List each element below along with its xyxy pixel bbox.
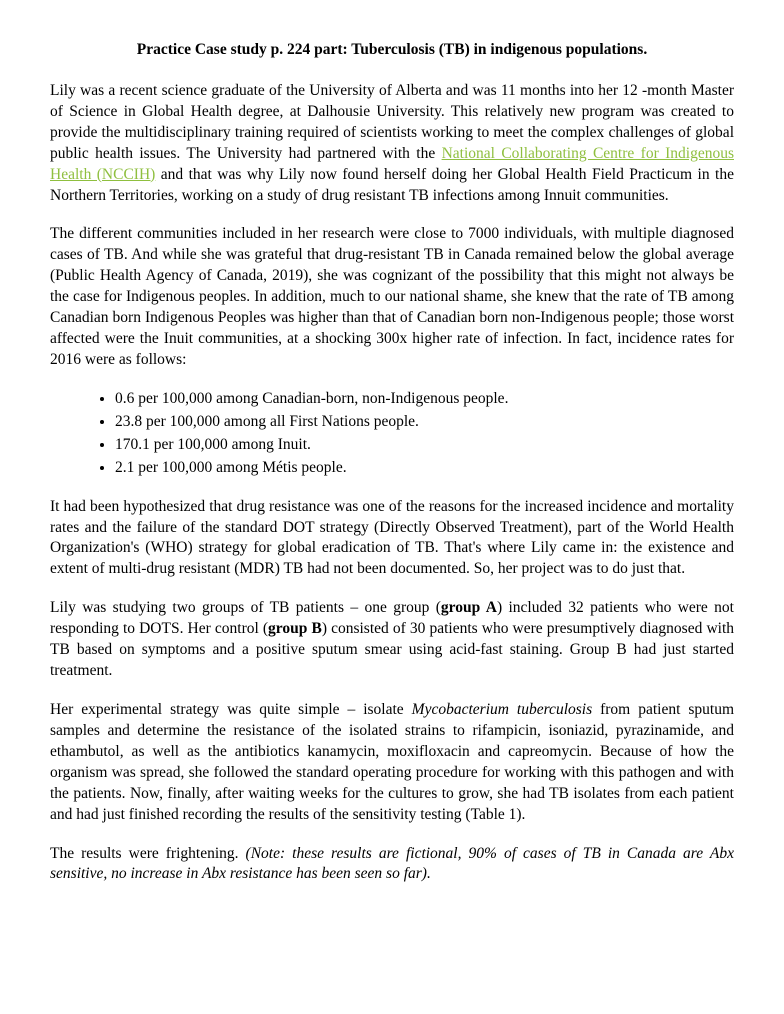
paragraph-5: Her experimental strategy was quite simp… bbox=[50, 700, 734, 826]
group-b-label: group B bbox=[268, 620, 322, 637]
species-name: Mycobacterium tuberculosis bbox=[412, 701, 592, 718]
paragraph-6: The results were frightening. (Note: the… bbox=[50, 844, 734, 886]
p5-text-b: from patient sputum samples and determin… bbox=[50, 701, 734, 823]
page-title: Practice Case study p. 224 part: Tubercu… bbox=[50, 40, 734, 61]
paragraph-2: The different communities included in he… bbox=[50, 224, 734, 370]
list-item: 23.8 per 100,000 among all First Nations… bbox=[115, 412, 734, 433]
list-item: 170.1 per 100,000 among Inuit. bbox=[115, 435, 734, 456]
list-item: 2.1 per 100,000 among Métis people. bbox=[115, 458, 734, 479]
group-a-label: group A bbox=[441, 599, 497, 616]
list-item: 0.6 per 100,000 among Canadian-born, non… bbox=[115, 389, 734, 410]
p4-text-a: Lily was studying two groups of TB patie… bbox=[50, 599, 441, 616]
incidence-list: 0.6 per 100,000 among Canadian-born, non… bbox=[50, 389, 734, 479]
paragraph-1: Lily was a recent science graduate of th… bbox=[50, 81, 734, 207]
p5-text-a: Her experimental strategy was quite simp… bbox=[50, 701, 412, 718]
p6-text-a: The results were frightening. bbox=[50, 845, 246, 862]
paragraph-4: Lily was studying two groups of TB patie… bbox=[50, 598, 734, 682]
paragraph-3: It had been hypothesized that drug resis… bbox=[50, 497, 734, 581]
